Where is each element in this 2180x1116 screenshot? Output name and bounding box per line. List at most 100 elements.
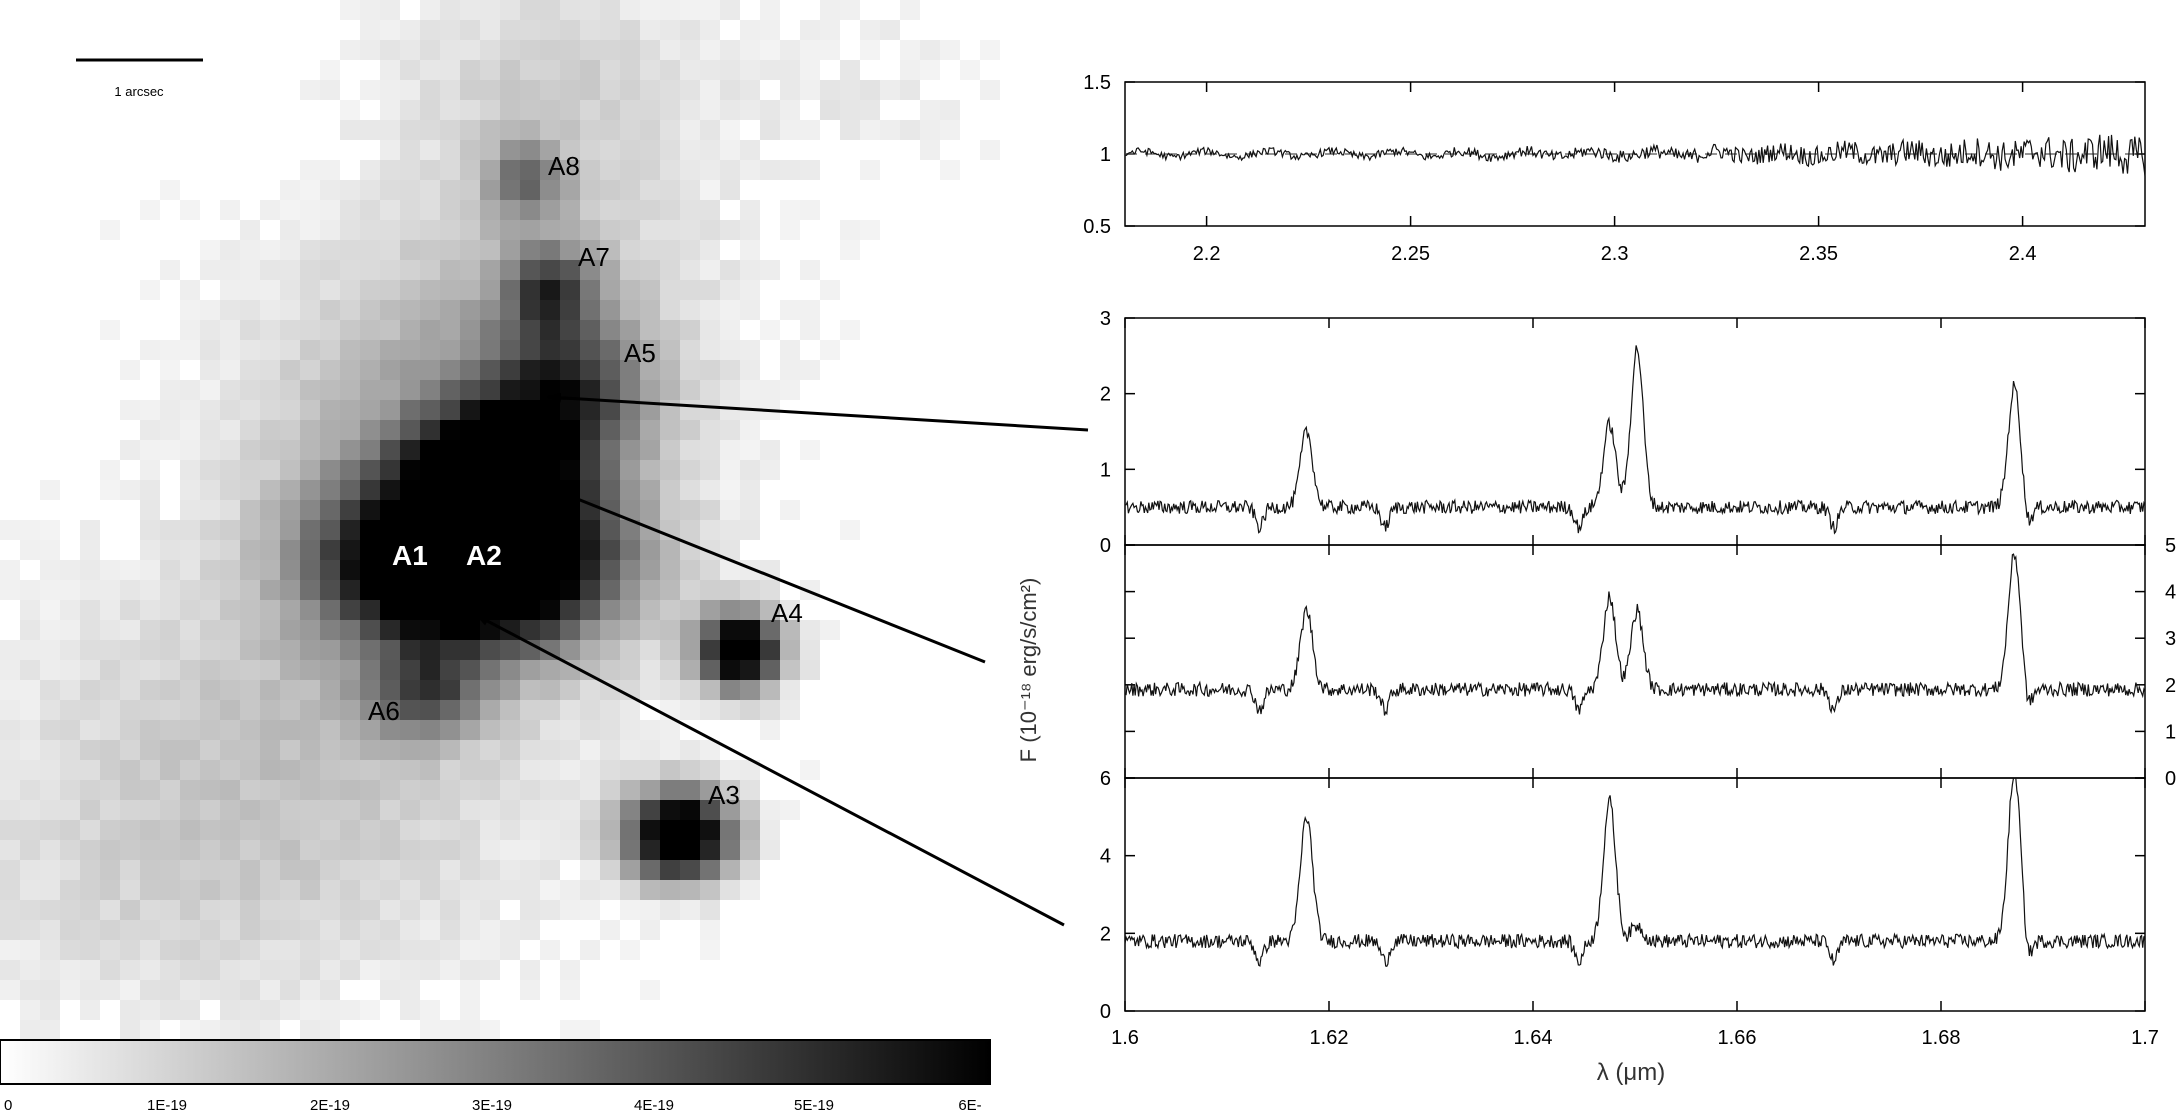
image-pixel <box>500 760 520 780</box>
image-pixel <box>380 0 400 20</box>
image-pixel <box>180 400 200 420</box>
image-pixel <box>420 520 440 540</box>
image-pixel <box>260 580 280 600</box>
image-pixel <box>720 560 740 580</box>
image-pixel <box>220 300 240 320</box>
image-pixel <box>600 180 620 200</box>
image-pixel <box>220 360 240 380</box>
image-pixel <box>160 940 180 960</box>
image-pixel <box>800 20 820 40</box>
image-pixel <box>300 520 320 540</box>
image-pixel <box>380 200 400 220</box>
image-pixel <box>880 20 900 40</box>
image-pixel <box>160 360 180 380</box>
image-pixel <box>220 280 240 300</box>
image-pixel <box>700 440 720 460</box>
image-pixel <box>680 740 700 760</box>
source-label-a5: A5 <box>624 338 656 368</box>
image-pixel <box>780 160 800 180</box>
image-pixel <box>660 860 680 880</box>
image-pixel <box>740 840 760 860</box>
image-pixel <box>200 600 220 620</box>
image-pixel <box>380 660 400 680</box>
image-pixel <box>520 560 540 580</box>
image-pixel <box>380 520 400 540</box>
image-pixel <box>660 720 680 740</box>
image-pixel <box>620 40 640 60</box>
image-pixel <box>160 640 180 660</box>
image-pixel <box>800 80 820 100</box>
image-pixel <box>560 780 580 800</box>
image-pixel <box>720 600 740 620</box>
image-pixel <box>440 900 460 920</box>
image-pixel <box>360 280 380 300</box>
image-pixel <box>760 820 780 840</box>
image-pixel <box>0 580 20 600</box>
image-pixel <box>40 720 60 740</box>
image-pixel <box>640 780 660 800</box>
image-pixel <box>640 660 660 680</box>
image-pixel <box>100 720 120 740</box>
x-tick-label: 1.62 <box>1310 1027 1349 1049</box>
image-pixel <box>440 300 460 320</box>
image-pixel <box>680 340 700 360</box>
image-pixel <box>360 540 380 560</box>
image-pixel <box>600 760 620 780</box>
image-pixel <box>40 660 60 680</box>
image-pixel <box>400 140 420 160</box>
image-pixel <box>740 240 760 260</box>
image-pixel <box>440 920 460 940</box>
image-pixel <box>400 960 420 980</box>
image-pixel <box>460 580 480 600</box>
image-pixel <box>260 660 280 680</box>
image-pixel <box>500 240 520 260</box>
image-pixel <box>320 380 340 400</box>
image-pixel <box>520 820 540 840</box>
image-pixel <box>600 420 620 440</box>
image-pixel <box>500 860 520 880</box>
image-pixel <box>220 860 240 880</box>
image-pixel <box>400 940 420 960</box>
image-pixel <box>260 860 280 880</box>
image-pixel <box>580 680 600 700</box>
image-pixel <box>180 920 200 940</box>
image-pixel <box>260 700 280 720</box>
image-pixel <box>100 960 120 980</box>
image-pixel <box>680 640 700 660</box>
image-pixel <box>180 820 200 840</box>
image-pixel <box>480 720 500 740</box>
image-pixel <box>540 700 560 720</box>
image-pixel <box>420 920 440 940</box>
image-pixel <box>100 320 120 340</box>
scale-bar-label: 1 arcsec <box>114 84 164 99</box>
image-pixel <box>660 740 680 760</box>
image-pixel <box>620 800 640 820</box>
y-tick-label: 4 <box>1100 846 1111 868</box>
image-pixel <box>720 140 740 160</box>
image-pixel <box>480 300 500 320</box>
image-pixel <box>540 860 560 880</box>
image-pixel <box>500 40 520 60</box>
image-pixel <box>500 840 520 860</box>
image-pixel <box>220 1000 240 1020</box>
image-pixel <box>120 680 140 700</box>
image-pixel <box>620 860 640 880</box>
image-pixel <box>440 220 460 240</box>
image-pixel <box>120 800 140 820</box>
image-pixel <box>200 380 220 400</box>
image-pixel <box>160 780 180 800</box>
image-pixel <box>840 520 860 540</box>
image-pixel <box>140 880 160 900</box>
image-pixel <box>440 360 460 380</box>
image-pixel <box>100 660 120 680</box>
image-pixel <box>620 820 640 840</box>
image-pixel <box>260 320 280 340</box>
image-pixel <box>720 460 740 480</box>
image-pixel <box>360 920 380 940</box>
image-pixel <box>100 800 120 820</box>
image-pixel <box>120 740 140 760</box>
image-pixel <box>400 740 420 760</box>
image-pixel <box>140 560 160 580</box>
image-pixel <box>140 480 160 500</box>
